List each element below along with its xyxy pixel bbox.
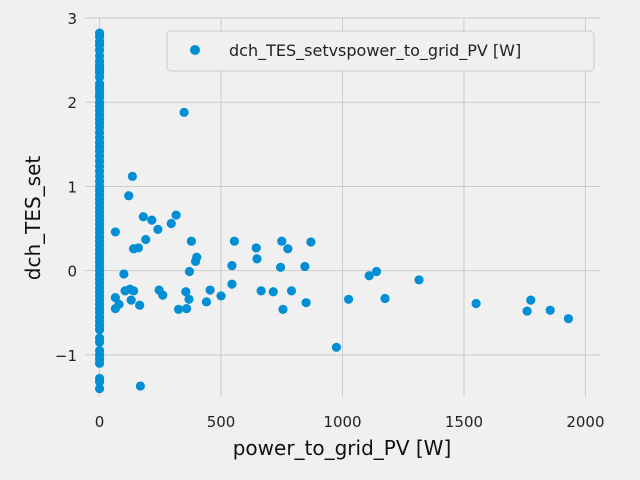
data-point <box>268 287 278 297</box>
data-point <box>94 383 105 394</box>
data-point <box>141 234 151 245</box>
data-point <box>414 275 424 285</box>
data-point <box>227 279 237 289</box>
x-tick-label: 500 <box>207 413 236 431</box>
data-point <box>229 236 239 246</box>
data-point <box>138 212 148 222</box>
data-point <box>110 293 120 303</box>
data-point <box>300 261 310 272</box>
data-point <box>227 261 237 271</box>
y-axis-label: dch_TES_set <box>21 156 45 281</box>
data-point <box>94 377 105 387</box>
legend-label: dch_TES_setvspower_to_grid_PV [W] <box>229 41 521 61</box>
data-point <box>173 304 184 315</box>
data-point <box>135 300 145 310</box>
data-point <box>216 291 226 301</box>
data-point <box>256 286 266 296</box>
x-tick-label: 1500 <box>445 413 483 431</box>
x-tick-label: 1000 <box>323 413 361 431</box>
data-point <box>192 252 202 262</box>
data-point <box>380 293 390 304</box>
data-point <box>181 287 191 297</box>
data-point <box>94 337 105 347</box>
y-tick-label: 1 <box>67 178 77 196</box>
data-point <box>275 262 286 272</box>
grid <box>85 17 600 397</box>
data-point <box>153 224 163 234</box>
data-point <box>278 304 288 315</box>
y-tick-label: −1 <box>55 347 77 365</box>
data-point <box>306 237 316 247</box>
data-point <box>119 269 129 279</box>
y-tick-label: 3 <box>67 10 77 28</box>
data-point <box>128 286 139 296</box>
data-point <box>135 381 145 391</box>
legend-box <box>166 30 595 72</box>
x-tick-label: 0 <box>95 413 105 431</box>
data-point <box>147 215 157 225</box>
data-points <box>94 28 574 394</box>
data-point <box>181 303 192 314</box>
y-tick-label: 0 <box>67 263 77 281</box>
x-tick-labels: 0 500 1000 1500 2000 <box>95 413 605 431</box>
x-tick-label: 2000 <box>566 413 604 431</box>
data-point <box>371 266 382 277</box>
data-point <box>526 295 536 305</box>
data-point <box>94 72 105 82</box>
data-point <box>522 306 532 316</box>
data-point <box>283 244 293 254</box>
data-point <box>124 191 134 201</box>
data-point <box>343 294 354 304</box>
data-point <box>331 342 342 352</box>
legend-marker <box>190 45 200 55</box>
data-point <box>201 297 212 307</box>
x-axis-label: power_to_grid_PV [W] <box>233 436 452 460</box>
data-point <box>277 236 287 246</box>
data-point <box>127 171 137 181</box>
y-tick-label: 2 <box>67 94 77 112</box>
data-point <box>471 298 481 309</box>
data-point <box>563 314 574 324</box>
data-point <box>184 294 194 304</box>
y-tick-labels: −1 0 1 2 3 <box>55 10 77 365</box>
data-point <box>94 358 105 368</box>
data-point <box>126 295 136 305</box>
data-point <box>158 290 168 300</box>
data-point <box>94 325 105 335</box>
data-point <box>133 243 144 253</box>
data-point <box>364 271 374 281</box>
data-point <box>166 218 176 229</box>
data-point <box>286 286 297 296</box>
data-point <box>205 285 215 295</box>
data-point <box>252 254 262 264</box>
data-point <box>545 305 555 315</box>
data-point <box>114 299 124 309</box>
data-point <box>171 210 181 220</box>
data-point <box>184 266 195 277</box>
data-point <box>301 298 311 308</box>
data-point <box>110 227 120 237</box>
data-point <box>251 243 261 253</box>
data-point <box>179 107 189 117</box>
data-point <box>186 236 197 246</box>
legend: dch_TES_setvspower_to_grid_PV [W] <box>166 30 595 72</box>
